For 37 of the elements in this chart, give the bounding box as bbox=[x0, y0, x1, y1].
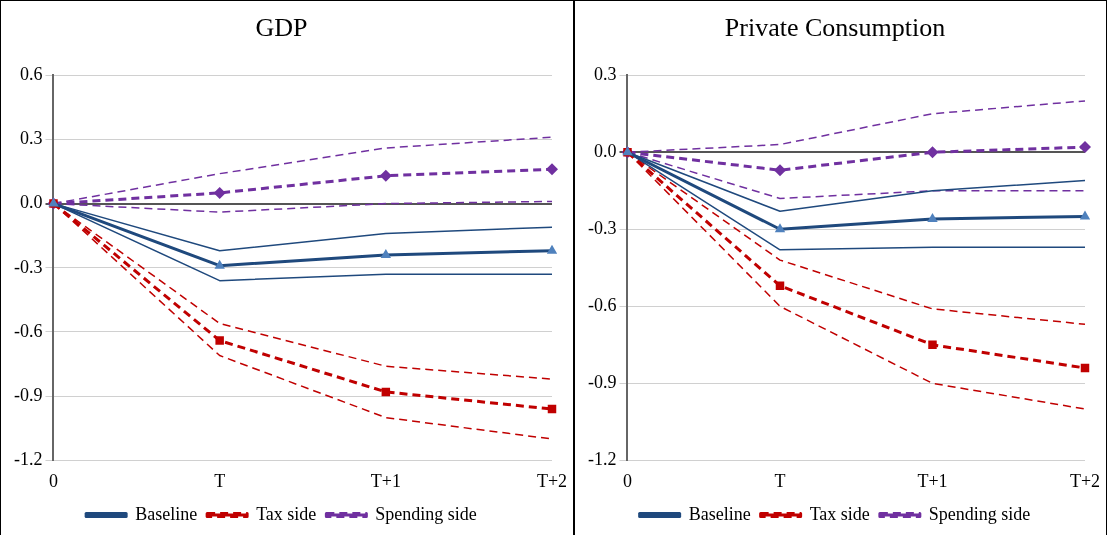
legend-label: Spending side bbox=[928, 503, 1031, 524]
point bbox=[379, 169, 392, 182]
chart-title: GDP bbox=[255, 13, 308, 43]
x-tick-label: T bbox=[774, 470, 786, 491]
x-tick-label: T bbox=[214, 470, 226, 491]
point bbox=[926, 146, 939, 159]
y-tick-label: 0.3 bbox=[593, 63, 617, 84]
y-tick-label: -0.9 bbox=[13, 384, 43, 405]
x-tick-label: T+1 bbox=[917, 470, 948, 491]
x-tick-label: 0 bbox=[48, 470, 58, 491]
y-tick-label: 0.3 bbox=[19, 128, 43, 149]
legend-label: Tax side bbox=[809, 503, 870, 524]
point bbox=[928, 340, 937, 350]
legend-label: Spending side bbox=[375, 503, 477, 524]
point bbox=[213, 186, 226, 199]
x-tick-label: 0 bbox=[622, 470, 632, 491]
y-tick-label: -0.3 bbox=[587, 218, 617, 239]
point bbox=[546, 163, 558, 176]
legend-label: Baseline bbox=[135, 503, 198, 524]
x-tick-label: T+2 bbox=[1069, 470, 1101, 491]
y-tick-label: 0.6 bbox=[19, 63, 43, 84]
x-tick-label: T+2 bbox=[536, 470, 568, 491]
y-tick-label: 0.0 bbox=[19, 192, 43, 213]
legend-label: Tax side bbox=[256, 503, 317, 524]
point bbox=[774, 164, 786, 177]
y-tick-label: -0.6 bbox=[13, 320, 43, 341]
y-tick-label: -0.6 bbox=[587, 295, 617, 316]
y-tick-label: 0.0 bbox=[593, 140, 617, 161]
y-tick-label: -1.2 bbox=[13, 449, 43, 470]
point bbox=[215, 336, 224, 345]
x-tick-label: T+1 bbox=[370, 470, 401, 491]
y-tick-label: -0.3 bbox=[13, 256, 43, 277]
y-tick-label: -0.9 bbox=[587, 372, 617, 393]
chart-title: Private Consumption bbox=[724, 13, 946, 43]
legend-label: Baseline bbox=[688, 503, 751, 524]
point bbox=[1079, 141, 1091, 154]
y-tick-label: -1.2 bbox=[587, 449, 617, 470]
